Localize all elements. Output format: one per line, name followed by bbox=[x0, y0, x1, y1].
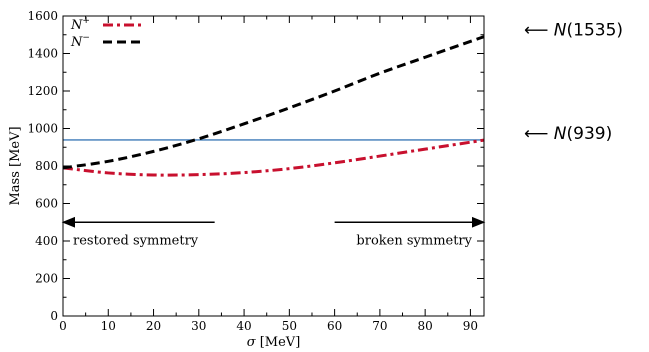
y-tick-label: 1400 bbox=[27, 47, 58, 61]
annotation-base: N bbox=[554, 21, 567, 41]
annotation-arrow: ⟵ bbox=[524, 124, 554, 144]
legend-base: N bbox=[70, 35, 83, 50]
y-tick-label: 1600 bbox=[27, 9, 58, 23]
x-tick-label: 50 bbox=[282, 319, 297, 333]
y-tick-label: 800 bbox=[35, 159, 58, 173]
x-axis-unit: [MeV] bbox=[256, 335, 301, 350]
y-tick-label: 1200 bbox=[27, 84, 58, 98]
symmetry-label-1: broken symmetry bbox=[356, 233, 472, 248]
x-tick-label: 90 bbox=[463, 319, 478, 333]
y-axis-label: Mass [MeV] bbox=[8, 126, 23, 205]
y-tick-label: 400 bbox=[35, 234, 58, 248]
y-tick-label: 1000 bbox=[27, 122, 58, 136]
annotation-value: (939) bbox=[567, 124, 613, 144]
x-tick-label: 40 bbox=[236, 319, 251, 333]
annotation-value: (1535) bbox=[567, 21, 624, 41]
legend-label-1: N− bbox=[70, 33, 90, 50]
y-tick-label: 0 bbox=[50, 309, 58, 323]
x-tick-label: 30 bbox=[191, 319, 206, 333]
annotation-0: ⟵ N(1535) bbox=[524, 21, 623, 41]
legend-sup: + bbox=[82, 16, 90, 26]
x-tick-label: 80 bbox=[418, 319, 433, 333]
x-axis-symbol: σ bbox=[247, 335, 257, 350]
x-axis-label: σ [MeV] bbox=[247, 335, 301, 350]
x-tick-label: 70 bbox=[372, 319, 387, 333]
plot-area: restored symmetry broken symmetry bbox=[61, 35, 486, 248]
x-tick-label: 0 bbox=[59, 319, 67, 333]
legend-base: N bbox=[70, 18, 83, 33]
y-tick-label: 200 bbox=[35, 272, 58, 286]
x-tick-label: 20 bbox=[146, 319, 161, 333]
y-tick-label: 600 bbox=[35, 197, 58, 211]
series-line-n-plus bbox=[63, 138, 484, 177]
series-line-n-minus bbox=[63, 35, 484, 170]
x-tick-label: 10 bbox=[101, 319, 116, 333]
x-tick-label: 60 bbox=[327, 319, 342, 333]
legend: N+N− bbox=[70, 16, 144, 50]
annotation-1: ⟵ N(939) bbox=[524, 124, 612, 144]
axes: 0 10 20 30 40 50 60 70 80 90 0 200 400 600 800 1000 1200… bbox=[8, 9, 485, 350]
legend-label-0: N+ bbox=[70, 16, 90, 33]
annotation-base: N bbox=[554, 124, 567, 144]
symmetry-label-0: restored symmetry bbox=[73, 233, 199, 248]
annotation-arrow: ⟵ bbox=[524, 21, 554, 41]
legend-sup: − bbox=[82, 33, 90, 43]
plot-frame bbox=[62, 15, 485, 317]
annotations: ⟵ N(1535)⟵ N(939) bbox=[524, 21, 623, 144]
